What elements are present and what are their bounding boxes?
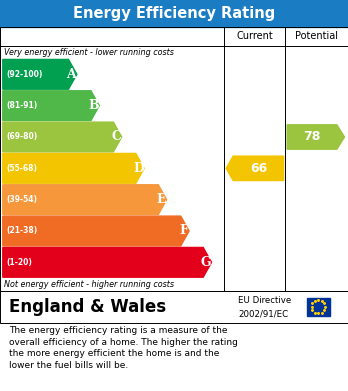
Text: C: C [111, 131, 121, 143]
Text: G: G [201, 256, 212, 269]
Text: 78: 78 [303, 131, 321, 143]
Bar [0, 291, 348, 323]
Text: England & Wales: England & Wales [9, 298, 166, 316]
Text: (81-91): (81-91) [6, 101, 38, 110]
Text: 2002/91/EC: 2002/91/EC [238, 309, 288, 318]
Text: 66: 66 [250, 162, 267, 175]
Polygon shape [287, 125, 345, 149]
Polygon shape [3, 59, 77, 89]
Text: (69-80): (69-80) [6, 133, 38, 142]
Text: Not energy efficient - higher running costs: Not energy efficient - higher running co… [4, 280, 174, 289]
Text: E: E [157, 193, 166, 206]
Bar [0, 0, 348, 27]
Polygon shape [3, 216, 189, 246]
Text: Very energy efficient - lower running costs: Very energy efficient - lower running co… [4, 48, 174, 57]
Polygon shape [3, 248, 212, 277]
Text: F: F [179, 224, 188, 237]
Text: (21-38): (21-38) [6, 226, 38, 235]
Polygon shape [226, 156, 284, 181]
Text: (55-68): (55-68) [6, 164, 37, 173]
Text: (39-54): (39-54) [6, 195, 37, 204]
Text: The energy efficiency rating is a measure of the
overall efficiency of a home. T: The energy efficiency rating is a measur… [9, 326, 238, 370]
Bar [0, 27, 348, 291]
Polygon shape [3, 122, 122, 152]
Text: B: B [88, 99, 99, 112]
Text: Potential: Potential [295, 31, 338, 41]
Bar [307, 298, 330, 316]
Text: (1-20): (1-20) [6, 258, 32, 267]
Text: Energy Efficiency Rating: Energy Efficiency Rating [73, 6, 275, 21]
Polygon shape [3, 91, 99, 120]
Polygon shape [3, 185, 167, 215]
Text: EU Directive: EU Directive [238, 296, 292, 305]
Text: D: D [133, 162, 144, 175]
Text: Current: Current [237, 31, 273, 41]
Polygon shape [3, 153, 144, 183]
Text: A: A [66, 68, 76, 81]
Text: (92-100): (92-100) [6, 70, 43, 79]
